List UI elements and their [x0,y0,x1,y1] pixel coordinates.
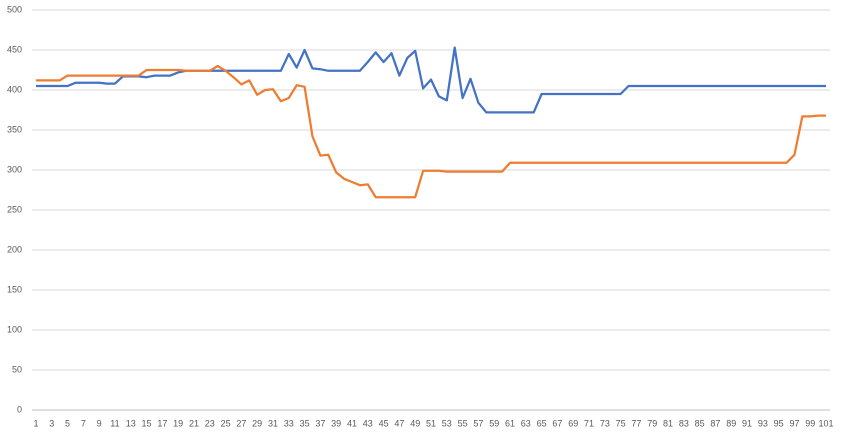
x-tick-label: 57 [473,418,483,428]
x-tick-label: 67 [552,418,562,428]
x-tick-label: 101 [819,418,834,428]
x-tick-label: 7 [81,418,86,428]
x-tick-label: 37 [315,418,325,428]
x-tick-label: 25 [221,418,231,428]
y-tick-label: 0 [17,404,22,414]
x-tick-label: 13 [126,418,136,428]
x-tick-label: 31 [268,418,278,428]
x-tick-label: 5 [65,418,70,428]
x-tick-label: 47 [394,418,404,428]
y-tick-label: 500 [7,4,22,14]
x-tick-label: 43 [363,418,373,428]
x-tick-label: 35 [300,418,310,428]
y-tick-label: 300 [7,164,22,174]
x-tick-label: 97 [789,418,799,428]
x-tick-label: 71 [584,418,594,428]
x-tick-label: 59 [489,418,499,428]
x-tick-label: 53 [442,418,452,428]
x-tick-label: 55 [458,418,468,428]
y-tick-label: 400 [7,84,22,94]
x-tick-label: 17 [157,418,167,428]
x-tick-label: 51 [426,418,436,428]
y-tick-label: 450 [7,44,22,54]
x-tick-label: 27 [236,418,246,428]
y-tick-label: 150 [7,284,22,294]
x-tick-label: 83 [679,418,689,428]
x-tick-label: 95 [774,418,784,428]
x-tick-label: 11 [110,418,119,428]
x-tick-label: 3 [49,418,54,428]
x-tick-label: 29 [252,418,262,428]
x-tick-label: 45 [379,418,389,428]
x-tick-label: 23 [205,418,215,428]
x-tick-label: 77 [631,418,641,428]
x-tick-label: 9 [97,418,102,428]
x-tick-label: 39 [331,418,341,428]
x-tick-label: 91 [742,418,752,428]
x-tick-label: 15 [142,418,152,428]
x-tick-label: 81 [663,418,673,428]
x-tick-label: 73 [600,418,610,428]
x-tick-label: 61 [505,418,515,428]
x-tick-label: 1 [33,418,38,428]
x-tick-label: 41 [347,418,357,428]
x-tick-label: 93 [758,418,768,428]
x-tick-label: 87 [710,418,720,428]
x-tick-label: 19 [173,418,183,428]
y-tick-label: 50 [12,364,22,374]
x-tick-label: 79 [647,418,657,428]
series-line [35,64,827,199]
x-tick-label: 69 [568,418,578,428]
x-tick-label: 75 [616,418,626,428]
x-tick-label: 21 [189,418,199,428]
x-tick-label: 49 [410,418,420,428]
y-tick-label: 200 [7,244,22,254]
x-tick-label: 85 [695,418,705,428]
y-tick-label: 350 [7,124,22,134]
x-tick-label: 65 [537,418,547,428]
x-tick-label: 63 [521,418,531,428]
x-tick-label: 89 [726,418,736,428]
series-line [35,46,827,114]
x-tick-label: 99 [805,418,815,428]
y-tick-label: 100 [7,324,22,334]
x-tick-label: 33 [284,418,294,428]
y-tick-label: 250 [7,204,22,214]
